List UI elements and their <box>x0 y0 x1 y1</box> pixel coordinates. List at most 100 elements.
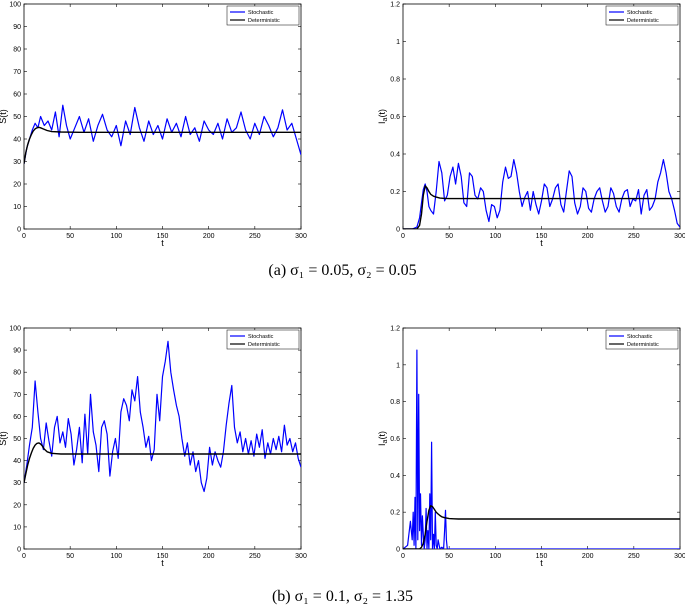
x-tick-label: 150 <box>536 553 548 560</box>
y-tick-label: 1 <box>396 39 400 46</box>
y-tick-label: 0.6 <box>390 114 400 121</box>
y-tick-label: 70 <box>13 392 21 399</box>
legend-label-stochastic: Stochastic <box>627 334 653 340</box>
y-tick-label: 10 <box>13 524 21 531</box>
plot-area <box>23 3 302 230</box>
x-axis-label: t <box>540 238 543 248</box>
legend-label-stochastic: Stochastic <box>248 334 274 340</box>
y-tick-label: 70 <box>13 69 21 76</box>
caption-a: (a) σ₁ = 0.05, σ₂ = 0.05 <box>268 262 417 279</box>
x-tick-label: 200 <box>582 233 594 240</box>
y-tick-label: 20 <box>13 182 21 189</box>
y-tick-label: 0.8 <box>390 77 400 84</box>
series-line-stochastic <box>24 340 301 493</box>
y-tick-label: 40 <box>13 137 21 144</box>
x-tick-label: 250 <box>628 553 640 560</box>
x-tick-label: 0 <box>22 553 26 560</box>
y-tick-label: 100 <box>9 2 21 9</box>
y-tick-label: 1 <box>396 362 400 369</box>
series-line-stochastic <box>24 104 301 164</box>
y-tick-label: 80 <box>13 47 21 54</box>
legend-label-stochastic: Stochastic <box>627 10 653 16</box>
x-tick-label: 200 <box>203 553 215 560</box>
y-tick-label: 30 <box>13 159 21 166</box>
y-tick-label: 1.2 <box>390 326 400 333</box>
y-axis-label: Ia(t) <box>377 431 389 446</box>
y-axis-label: S(t) <box>0 431 8 446</box>
x-tick-label: 250 <box>249 553 261 560</box>
legend: Stochastic Deterministic <box>605 5 679 26</box>
legend-label-deterministic: Deterministic <box>627 18 659 24</box>
series-line-stochastic <box>403 349 680 549</box>
x-tick-label: 200 <box>582 553 594 560</box>
x-tick-label: 50 <box>66 553 74 560</box>
x-tick-label: 50 <box>445 553 453 560</box>
x-tick-label: 150 <box>157 553 169 560</box>
series-line-deterministic <box>24 126 301 164</box>
plot-area <box>402 327 681 550</box>
y-tick-label: 60 <box>13 92 21 99</box>
series-line-stochastic <box>403 159 680 229</box>
y-tick-label: 40 <box>13 458 21 465</box>
y-tick-label: 0.4 <box>390 152 400 159</box>
chart-b-left: 0 50 100 150 200 250 300 0 10 20 30 40 50 60 70 80 90 100… <box>0 326 307 569</box>
x-tick-label: 250 <box>249 233 261 240</box>
y-tick-label: 60 <box>13 414 21 421</box>
x-tick-label: 0 <box>22 233 26 240</box>
y-tick-label: 90 <box>13 24 21 31</box>
series-line-deterministic <box>24 442 301 483</box>
plot-area <box>23 327 302 550</box>
x-tick-label: 50 <box>445 233 453 240</box>
x-tick-label: 100 <box>110 553 122 560</box>
y-tick-label: 50 <box>13 436 21 443</box>
x-axis-label: t <box>540 558 543 568</box>
legend: Stochastic Deterministic <box>226 5 300 26</box>
x-tick-label: 150 <box>536 233 548 240</box>
y-tick-label: 90 <box>13 348 21 355</box>
x-tick-label: 300 <box>674 553 685 560</box>
x-tick-label: 300 <box>295 553 307 560</box>
legend: Stochastic Deterministic <box>226 329 300 350</box>
y-tick-label: 0 <box>396 227 400 234</box>
x-tick-label: 100 <box>489 233 501 240</box>
y-tick-label: 0.4 <box>390 473 400 480</box>
y-tick-label: 0 <box>17 547 21 554</box>
x-tick-label: 100 <box>110 233 122 240</box>
legend-label-deterministic: Deterministic <box>248 18 280 24</box>
series-line-deterministic <box>403 505 680 549</box>
x-tick-label: 300 <box>295 233 307 240</box>
legend-label-deterministic: Deterministic <box>248 342 280 348</box>
y-tick-label: 0 <box>396 547 400 554</box>
legend: Stochastic Deterministic <box>605 329 679 350</box>
legend-label-deterministic: Deterministic <box>627 342 659 348</box>
y-tick-label: 100 <box>9 326 21 333</box>
x-tick-label: 100 <box>489 553 501 560</box>
x-tick-label: 250 <box>628 233 640 240</box>
y-tick-label: 50 <box>13 114 21 121</box>
y-tick-label: 0.2 <box>390 510 400 517</box>
y-tick-label: 0.8 <box>390 399 400 406</box>
y-tick-label: 80 <box>13 370 21 377</box>
y-tick-label: 10 <box>13 204 21 211</box>
x-tick-label: 150 <box>157 233 169 240</box>
x-tick-label: 300 <box>674 233 685 240</box>
y-tick-label: 0 <box>17 227 21 234</box>
series-line-deterministic <box>403 185 680 229</box>
x-tick-label: 200 <box>203 233 215 240</box>
legend-label-stochastic: Stochastic <box>248 10 274 16</box>
y-tick-label: 20 <box>13 502 21 509</box>
x-axis-label: t <box>161 238 164 248</box>
x-tick-label: 50 <box>66 233 74 240</box>
chart-b-right: 0 50 100 150 200 250 300 0 0.2 0.4 0.6 0.8 1 1.2 t Ia(t… <box>377 326 685 569</box>
caption-b: (b) σ₁ = 0.1, σ₂ = 1.35 <box>271 588 414 605</box>
x-axis-label: t <box>161 558 164 568</box>
y-axis-label: S(t) <box>0 109 8 124</box>
y-tick-label: 0.6 <box>390 436 400 443</box>
chart-a-right: 0 50 100 150 200 250 300 0 0.2 0.4 0.6 0.8 1 1.2 t Ia(t… <box>377 2 685 249</box>
x-tick-label: 0 <box>401 553 405 560</box>
y-tick-label: 1.2 <box>390 2 400 9</box>
y-axis-label: Ia(t) <box>377 109 389 124</box>
y-tick-label: 30 <box>13 480 21 487</box>
